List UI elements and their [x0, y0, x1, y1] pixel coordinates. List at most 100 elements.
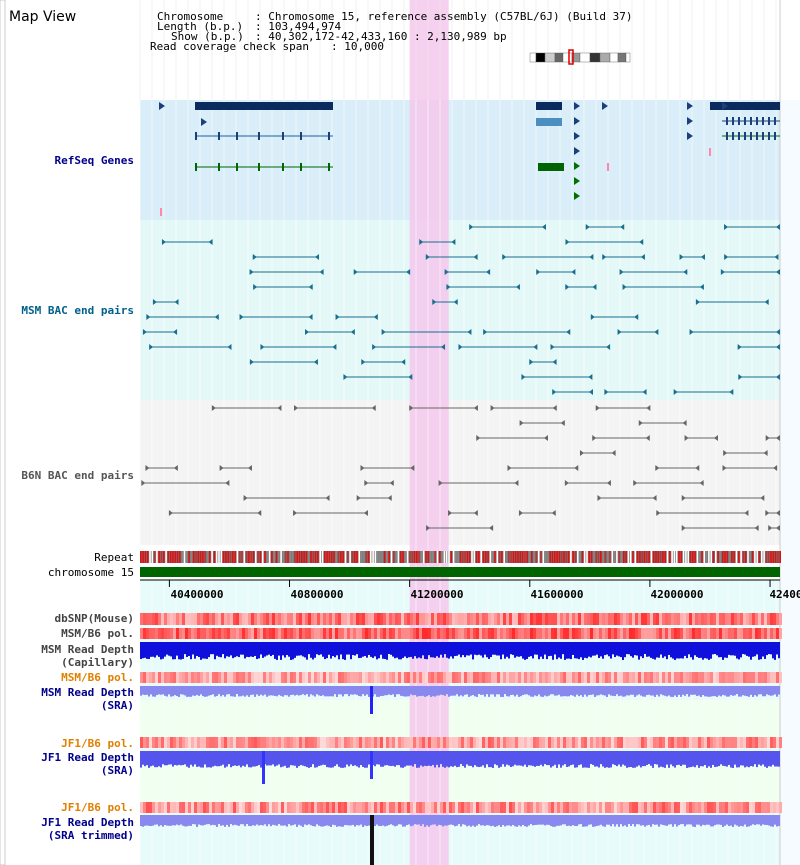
depth-msm-capillary [580, 642, 582, 658]
repeat-element [565, 551, 568, 563]
depth-msm-capillary [196, 642, 198, 657]
depth-msm-sra [536, 686, 538, 697]
track-label-chromosome[interactable]: chromosome 15 [47, 566, 134, 579]
depth-jf1-trimmed [694, 815, 696, 827]
heat-jf1-b6-pol-2 [359, 802, 362, 813]
heat-dbsnp [296, 613, 299, 625]
depth-jf1-trimmed [440, 815, 442, 826]
depth-msm-sra [408, 686, 410, 697]
depth-msm-capillary [140, 642, 142, 660]
heat-jf1-b6-pol-2 [242, 802, 245, 813]
gene-exon [744, 117, 746, 125]
heat-dbsnp [467, 613, 470, 625]
heat-msm-b6-pol [593, 628, 596, 639]
heat-msm-b6-pol [437, 628, 440, 639]
heat-jf1-b6-pol-2 [347, 802, 350, 813]
heat-msm-b6-pol [740, 628, 743, 639]
heat-dbsnp [587, 613, 590, 625]
heat-jf1-b6-pol [413, 737, 416, 748]
depth-msm-sra [608, 686, 610, 695]
heat-jf1-b6-pol-2 [533, 802, 536, 813]
depth-msm-capillary [714, 642, 716, 655]
repeat-element [521, 551, 524, 563]
track-label-jf1-b6-pol-1[interactable]: JF1/B6 pol. [61, 737, 134, 750]
depth-msm-capillary [662, 642, 664, 658]
heat-msm-b6-pol-2 [557, 672, 560, 683]
b6n-bac-pair-end [426, 525, 431, 531]
heat-msm-b6-pol-2 [194, 672, 197, 683]
depth-jf1-sra [560, 751, 562, 768]
heat-dbsnp [140, 613, 143, 625]
heat-jf1-b6-pol [248, 737, 251, 748]
heat-jf1-b6-pol-2 [401, 802, 404, 813]
track-label-b6n-bac[interactable]: B6N BAC end pairs [21, 469, 134, 482]
depth-jf1-sra [160, 751, 162, 768]
heat-msm-b6-pol [461, 628, 464, 639]
depth-msm-sra [540, 686, 542, 697]
depth-msm-capillary [436, 642, 438, 657]
heat-jf1-b6-pol [362, 737, 365, 748]
depth-msm-sra [618, 686, 620, 697]
heat-msm-b6-pol-2 [233, 672, 236, 683]
track-label-jf1-depth-sra[interactable]: JF1 Read Depth (SRA) [41, 751, 134, 777]
repeat-element [685, 551, 687, 563]
depth-msm-capillary [554, 642, 556, 655]
heat-jf1-b6-pol-2 [410, 802, 413, 813]
heat-dbsnp [311, 613, 314, 625]
depth-jf1-trimmed [298, 815, 300, 825]
heat-dbsnp [380, 613, 383, 625]
depth-jf1-trimmed [528, 815, 530, 826]
track-label-jf1-depth-trimmed[interactable]: JF1 Read Depth (SRA trimmed) [41, 816, 134, 842]
heat-msm-b6-pol [254, 628, 257, 639]
depth-jf1-trimmed [158, 815, 160, 827]
repeat-element [340, 551, 342, 563]
heat-msm-b6-pol [458, 628, 461, 639]
depth-msm-sra [388, 686, 390, 695]
depth-msm-capillary [548, 642, 550, 657]
repeat-element [517, 551, 519, 563]
repeat-element [519, 551, 522, 563]
depth-jf1-trimmed [580, 815, 582, 825]
track-label-msm-b6-pol-2[interactable]: MSM/B6 pol. [61, 671, 134, 684]
depth-msm-sra [472, 686, 474, 696]
repeat-element [275, 551, 278, 563]
heat-jf1-b6-pol [608, 737, 611, 748]
heat-dbsnp [482, 613, 485, 625]
track-label-msm-depth-sra[interactable]: MSM Read Depth (SRA) [41, 686, 134, 712]
depth-msm-sra [224, 686, 226, 697]
heat-jf1-b6-pol-2 [260, 802, 263, 813]
depth-msm-capillary [636, 642, 638, 656]
heat-jf1-b6-pol-2 [488, 802, 491, 813]
depth-msm-capillary [578, 642, 580, 660]
depth-msm-capillary [692, 642, 694, 660]
depth-msm-capillary [590, 642, 592, 658]
track-label-msm-bac[interactable]: MSM BAC end pairs [21, 304, 134, 317]
depth-jf1-sra [490, 751, 492, 768]
heat-dbsnp [320, 613, 323, 625]
depth-jf1-trimmed [684, 815, 686, 827]
heat-msm-b6-pol-2 [626, 672, 629, 683]
depth-jf1-sra [206, 751, 208, 768]
track-label-msm-b6-pol-1[interactable]: MSM/B6 pol. [61, 627, 134, 640]
repeat-element [372, 551, 374, 563]
repeat-element [724, 551, 726, 563]
depth-jf1-sra [486, 751, 488, 765]
repeat-element [280, 551, 282, 563]
depth-msm-capillary [276, 642, 278, 660]
heat-msm-b6-pol-2 [524, 672, 527, 683]
track-label-refseq[interactable]: RefSeq Genes [54, 154, 134, 167]
depth-jf1-sra [552, 751, 554, 767]
heat-msm-b6-pol [419, 628, 422, 639]
heat-msm-b6-pol [167, 628, 170, 639]
heat-jf1-b6-pol-2 [692, 802, 695, 813]
repeat-element [721, 551, 724, 563]
track-label-dbsnp[interactable]: dbSNP(Mouse) [54, 612, 134, 625]
track-label-jf1-b6-pol-2[interactable]: JF1/B6 pol. [61, 801, 134, 814]
track-label-repeat[interactable]: Repeat [94, 551, 134, 564]
heat-dbsnp [605, 613, 608, 625]
msm-bac-pair-end [673, 389, 678, 395]
heat-jf1-b6-pol-2 [572, 802, 575, 813]
track-label-msm-depth-capillary[interactable]: MSM Read Depth (Capillary) [41, 643, 134, 669]
depth-msm-sra [444, 686, 446, 696]
